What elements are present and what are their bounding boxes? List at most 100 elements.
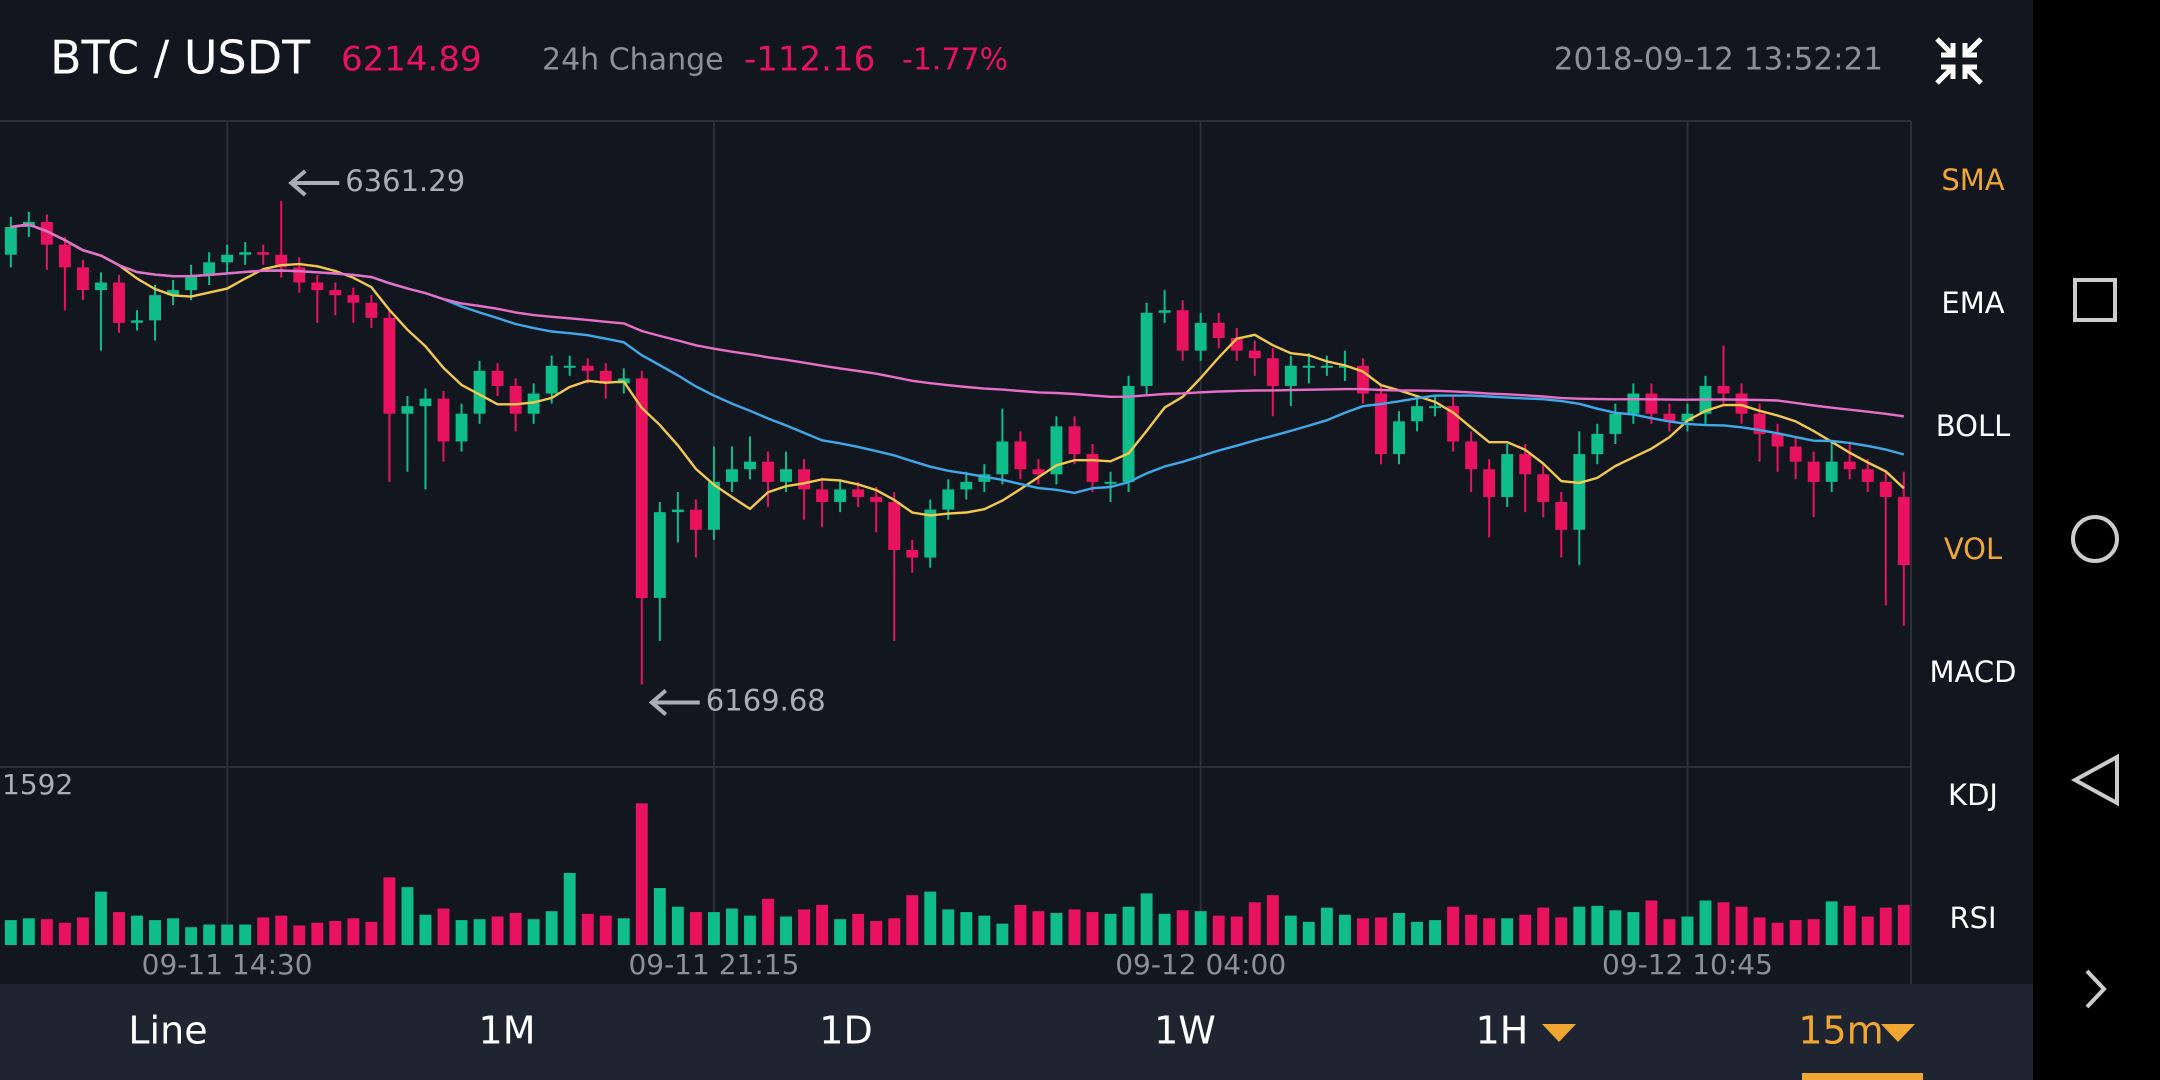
volume-bar: [545, 911, 558, 945]
candle-body: [942, 489, 955, 510]
candle-body: [1176, 310, 1189, 351]
volume-bar: [95, 891, 107, 945]
candle-body: [924, 509, 937, 558]
candle-body: [671, 509, 684, 513]
volume-bar: [1212, 915, 1225, 945]
volume-bar: [401, 887, 414, 945]
candle-body: [437, 398, 450, 442]
timeframe-tab[interactable]: Line: [128, 1009, 207, 1053]
change-percent: -1.77%: [902, 43, 1008, 78]
indicator-button[interactable]: MACD: [1930, 655, 2017, 689]
annotation-label: 6169.68: [706, 684, 826, 718]
candle-body: [1843, 461, 1856, 470]
change-label: 24h Change: [542, 43, 724, 78]
volume-bar: [113, 912, 125, 945]
nav-back[interactable]: [2070, 753, 2119, 807]
candle-body: [113, 282, 125, 323]
timeframe-tab[interactable]: 15m: [1798, 1009, 1883, 1053]
candle-body: [185, 274, 198, 291]
candle-body: [1068, 426, 1081, 455]
timestamp: 2018-09-12 13:52:21: [1554, 42, 1883, 78]
volume-bar: [383, 877, 396, 945]
moving-average-line: [10, 223, 1904, 418]
moving-average-line: [10, 223, 1905, 517]
timeframe-tab[interactable]: 1H: [1476, 1009, 1529, 1053]
candle-body: [293, 267, 306, 283]
volume-bar: [185, 927, 198, 945]
nav-home[interactable]: [2071, 515, 2119, 563]
volume-bar: [816, 904, 829, 945]
volume-bar: [707, 912, 720, 945]
annotation-label: 6361.29: [345, 164, 465, 198]
candle-body: [131, 320, 143, 323]
candle-body: [4, 226, 17, 255]
candle-body: [1897, 496, 1910, 566]
volume-bar: [798, 909, 811, 945]
candle-body: [1447, 406, 1460, 442]
candle-body: [455, 413, 468, 442]
candle-body: [1825, 461, 1838, 482]
volume-bar: [257, 917, 270, 945]
volume-bar: [1663, 919, 1676, 945]
nav-recent[interactable]: [2073, 278, 2117, 322]
indicator-button[interactable]: VOL: [1944, 532, 2002, 566]
annotation-arrow: [288, 169, 340, 197]
volume-bar: [365, 921, 378, 945]
candle-body: [762, 461, 774, 482]
volume-bar: [599, 915, 612, 945]
candle-body: [76, 267, 89, 291]
candle-body: [1681, 413, 1694, 422]
volume-bar: [1843, 905, 1856, 945]
volume-bar: [906, 895, 919, 945]
nav-bar: [2033, 0, 2160, 1080]
indicator-button[interactable]: RSI: [1949, 901, 1996, 935]
volume-bar: [1501, 918, 1514, 945]
candle-body: [473, 370, 486, 414]
candle-body: [1501, 454, 1514, 497]
timeframe-tab[interactable]: 1W: [1154, 1009, 1216, 1053]
indicator-button[interactable]: BOLL: [1936, 409, 2011, 443]
candle-body: [203, 262, 216, 275]
indicator-button[interactable]: KDJ: [1948, 778, 1998, 812]
candle-body: [95, 282, 107, 291]
candle-body: [167, 290, 180, 296]
timeframe-tab[interactable]: 1D: [819, 1009, 872, 1053]
candle-body: [545, 365, 558, 394]
pair-title: BTC / USDT: [50, 31, 311, 85]
candle-body: [1429, 406, 1442, 409]
collapse-icon[interactable]: [1935, 37, 1983, 85]
volume-bar: [852, 913, 865, 945]
candle-body: [1158, 310, 1171, 313]
volume-bar: [1302, 921, 1315, 945]
candle-body: [599, 370, 612, 384]
candle-body: [1735, 393, 1748, 414]
volume-bar: [40, 919, 53, 945]
candle-body: [1627, 393, 1640, 414]
volume-bar: [653, 888, 666, 945]
volume-bar: [1356, 918, 1369, 945]
candle-body: [311, 282, 324, 291]
volume-bar: [1230, 916, 1243, 945]
volume-bar: [1897, 904, 1910, 945]
volume-bar: [1825, 901, 1838, 945]
timeframe-tab[interactable]: 1M: [479, 1009, 536, 1053]
candle-body: [419, 398, 432, 407]
volume-bar: [1609, 910, 1622, 945]
volume-bar: [1248, 902, 1261, 945]
annotation-arrow: [648, 689, 700, 717]
candle-body: [635, 378, 648, 598]
volume-bar: [725, 908, 738, 945]
indicator-button[interactable]: EMA: [1941, 286, 2004, 320]
candle-body: [1519, 454, 1532, 475]
nav-more[interactable]: [2085, 969, 2107, 1009]
candle-body: [1591, 433, 1604, 455]
volume-bar: [58, 922, 71, 945]
candle-body: [491, 370, 504, 386]
volume-bar: [491, 916, 504, 945]
volume-bar: [1086, 912, 1099, 945]
volume-bar: [996, 923, 1009, 945]
indicator-button[interactable]: SMA: [1941, 163, 2004, 197]
volume-bar: [1140, 893, 1153, 945]
candle-body: [1338, 365, 1351, 368]
